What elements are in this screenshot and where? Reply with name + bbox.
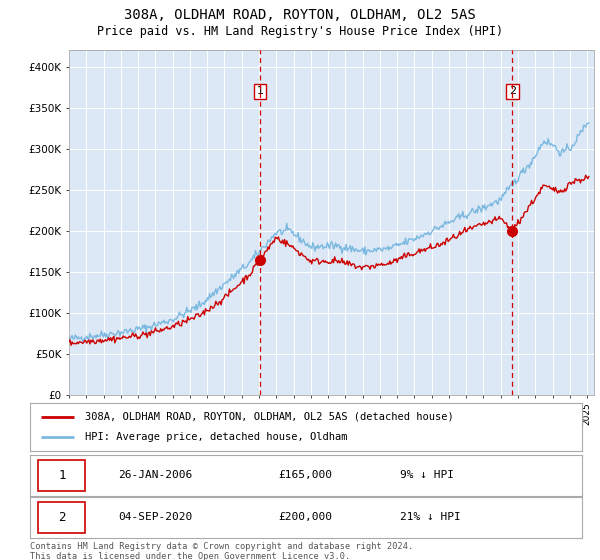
- Text: £165,000: £165,000: [278, 470, 332, 480]
- FancyBboxPatch shape: [38, 460, 85, 491]
- Text: Contains HM Land Registry data © Crown copyright and database right 2024.
This d: Contains HM Land Registry data © Crown c…: [30, 542, 413, 560]
- Text: Price paid vs. HM Land Registry's House Price Index (HPI): Price paid vs. HM Land Registry's House …: [97, 25, 503, 38]
- FancyBboxPatch shape: [38, 502, 85, 533]
- Text: 1: 1: [257, 86, 263, 96]
- Text: 2: 2: [509, 86, 516, 96]
- Text: 2: 2: [58, 511, 66, 524]
- Text: £200,000: £200,000: [278, 512, 332, 522]
- Text: 9% ↓ HPI: 9% ↓ HPI: [400, 470, 454, 480]
- Text: 308A, OLDHAM ROAD, ROYTON, OLDHAM, OL2 5AS (detached house): 308A, OLDHAM ROAD, ROYTON, OLDHAM, OL2 5…: [85, 412, 454, 422]
- Text: 04-SEP-2020: 04-SEP-2020: [118, 512, 193, 522]
- Text: 21% ↓ HPI: 21% ↓ HPI: [400, 512, 461, 522]
- Text: 1: 1: [58, 469, 66, 482]
- Text: 26-JAN-2006: 26-JAN-2006: [118, 470, 193, 480]
- Text: 308A, OLDHAM ROAD, ROYTON, OLDHAM, OL2 5AS: 308A, OLDHAM ROAD, ROYTON, OLDHAM, OL2 5…: [124, 8, 476, 22]
- Text: HPI: Average price, detached house, Oldham: HPI: Average price, detached house, Oldh…: [85, 432, 348, 442]
